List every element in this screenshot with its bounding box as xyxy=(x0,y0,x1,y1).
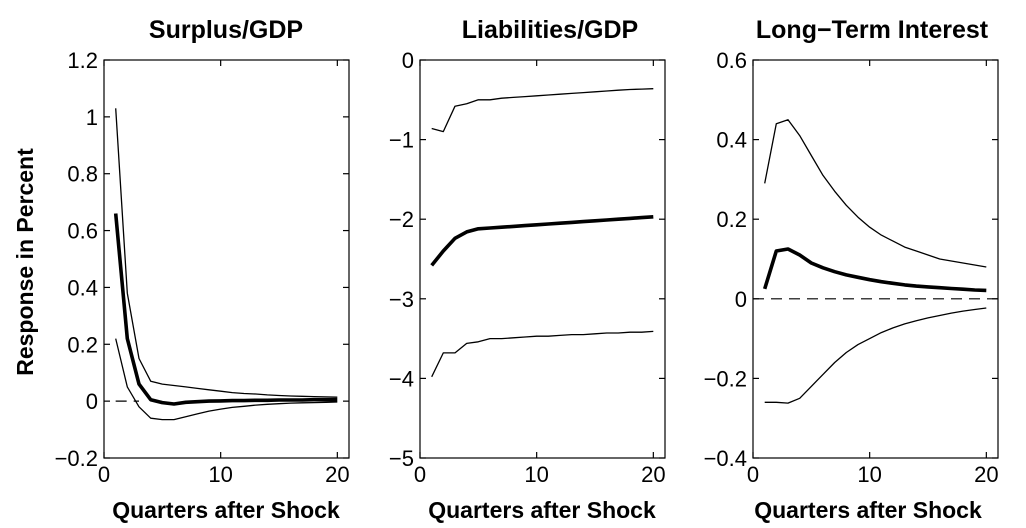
series-line-median xyxy=(113,213,338,406)
panel-title: Long−Term Interest xyxy=(756,16,989,44)
y-tick-label: 0.6 xyxy=(67,219,98,244)
panel-title: Surplus/GDP xyxy=(149,16,303,44)
series-line-median xyxy=(762,247,987,293)
x-tick-label: 0 xyxy=(414,462,426,487)
y-tick-label: 0.4 xyxy=(716,128,747,153)
series-line-median xyxy=(430,215,654,267)
x-tick-label: 10 xyxy=(208,462,232,487)
series-line-lower xyxy=(764,307,987,404)
y-tick-label: −4 xyxy=(389,366,414,391)
series-line-lower xyxy=(431,330,654,378)
y-tick-label: −5 xyxy=(389,446,414,471)
x-tick-label: 10 xyxy=(857,462,881,487)
y-tick-label: 0.2 xyxy=(67,332,98,357)
series-line-upper xyxy=(115,108,338,398)
y-tick-label: −2 xyxy=(389,207,414,232)
y-axis-label: Response in Percent xyxy=(12,148,38,376)
x-axis-label: Quarters after Shock xyxy=(428,497,656,523)
panel-surplus-gdp: Surplus/GDP Quarters after Shock −0.200.… xyxy=(55,16,350,523)
y-tick-label: −0.2 xyxy=(704,366,747,391)
y-tick-label: 0.2 xyxy=(716,207,747,232)
y-tick-label: −0.2 xyxy=(55,446,98,471)
x-tick-label: 20 xyxy=(974,462,998,487)
x-tick-label: 0 xyxy=(98,462,110,487)
chart-marks: −0.200.20.40.60.811.20 10 20 xyxy=(55,48,350,487)
x-tick-label: 20 xyxy=(641,462,665,487)
y-tick-label: 0 xyxy=(735,287,747,312)
series-line-lower xyxy=(115,338,338,421)
panel-title: Liabilities/GDP xyxy=(462,16,638,44)
y-tick-label: 1.2 xyxy=(67,48,98,73)
series-line-upper xyxy=(764,119,987,268)
y-tick-label: −3 xyxy=(389,287,414,312)
x-tick-label: 20 xyxy=(325,462,349,487)
chart-marks: −0.4 −0.2 0 0.2 0.4 0.6 0 10 20 xyxy=(704,48,999,487)
series-line-upper xyxy=(431,88,654,133)
plot-frame xyxy=(752,59,999,459)
panel-long-term-interest: Long−Term Interest Quarters after Shock … xyxy=(704,16,999,523)
y-tick-label: 0 xyxy=(402,48,414,73)
x-tick-label: 10 xyxy=(524,462,548,487)
y-tick-label: −0.4 xyxy=(704,446,747,471)
y-tick-label: 0.4 xyxy=(67,275,98,300)
chart-marks: −5 −4 −3 −2 −1 0 0 10 20 xyxy=(389,48,666,487)
y-tick-label: 0.8 xyxy=(67,162,98,187)
y-tick-label: 0 xyxy=(86,389,98,414)
x-axis-label: Quarters after Shock xyxy=(754,497,982,523)
x-tick-label: 0 xyxy=(747,462,759,487)
panel-liabilities-gdp: Liabilities/GDP Quarters after Shock −5−… xyxy=(389,16,666,523)
x-axis-label: Quarters after Shock xyxy=(112,497,340,523)
y-tick-label: −1 xyxy=(389,128,414,153)
plot-frame xyxy=(419,59,666,459)
y-tick-label: 0.6 xyxy=(716,48,747,73)
y-tick-label: 1 xyxy=(86,105,98,130)
